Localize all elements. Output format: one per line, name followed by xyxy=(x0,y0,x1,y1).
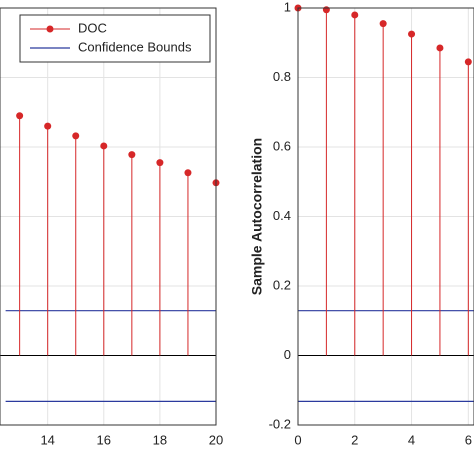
y-axis-label: Sample Autocorrelation xyxy=(249,138,265,295)
stem-marker xyxy=(408,30,416,38)
y-tick-label: 0.4 xyxy=(273,208,291,223)
stem-marker xyxy=(379,20,387,28)
x-tick-label: 18 xyxy=(153,432,167,447)
x-tick-label: 20 xyxy=(209,432,223,447)
y-tick-label: 0.8 xyxy=(273,69,291,84)
stem-marker xyxy=(322,6,330,14)
y-tick-label: 0.2 xyxy=(273,277,291,292)
stem-marker xyxy=(436,44,444,52)
x-tick-label: 0 xyxy=(294,432,301,447)
legend-label: DOC xyxy=(78,20,107,35)
x-tick-label: 2 xyxy=(351,432,358,447)
axes-frame xyxy=(297,7,474,426)
panel: 14 16 18 20 DOC Confidence Bounds xyxy=(0,7,223,447)
y-tick-label: 0 xyxy=(284,347,291,362)
stem-marker xyxy=(16,112,24,120)
stem-marker xyxy=(100,142,108,150)
stem-marker xyxy=(128,151,136,159)
x-tick-label: 4 xyxy=(408,432,415,447)
stem-marker xyxy=(44,122,52,130)
y-tick-label: -0.2 xyxy=(269,416,291,431)
legend-marker xyxy=(46,25,54,33)
legend: DOC Confidence Bounds xyxy=(19,14,211,63)
y-tick-label: 1 xyxy=(284,0,291,14)
stem-marker xyxy=(464,58,472,66)
stem-marker xyxy=(184,169,192,177)
x-tick-label: 16 xyxy=(97,432,111,447)
stem-marker xyxy=(351,11,359,19)
x-tick-label: 6 xyxy=(465,432,472,447)
x-tick-label: 14 xyxy=(40,432,54,447)
stem-marker xyxy=(72,132,80,140)
axes-frame xyxy=(0,7,217,426)
legend-box xyxy=(19,14,211,63)
legend-label: Confidence Bounds xyxy=(78,39,192,54)
y-tick-label: 0.6 xyxy=(273,138,291,153)
stem-marker xyxy=(156,159,164,167)
